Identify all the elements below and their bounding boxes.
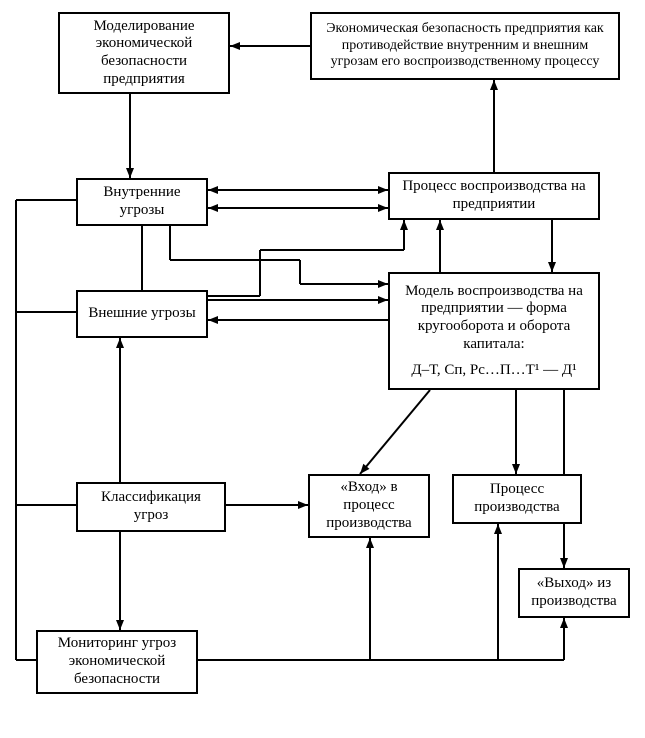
node-label: Процесс производства [460,481,574,516]
node-label: Экономическая безопасность предприятия к… [318,21,612,71]
node-model: Модель воспроизводства на предприятии — … [388,272,600,390]
node-label: Моделирование экономической безопасности… [66,18,222,89]
node-label: «Выход» из производства [526,575,622,610]
node-exit: «Выход» из производства [518,568,630,618]
node-label: Внутренние угрозы [84,184,200,219]
node-classify: Классификация угроз [76,482,226,532]
node-process: Процесс производства [452,474,582,524]
node-reproduce: Процесс воспроизводства на предприятии [388,172,600,220]
node-label: Мониторинг угроз экономической безопасно… [44,635,190,688]
node-entry: «Вход» в процесс производства [308,474,430,538]
node-label: Модель воспроизводства на предприятии — … [396,283,592,379]
diagram-canvas: Моделирование экономической безопасности… [0,0,645,738]
node-monitoring: Мониторинг угроз экономической безопасно… [36,630,198,694]
node-modeling: Моделирование экономической безопасности… [58,12,230,94]
node-label: Классификация угроз [84,489,218,524]
node-label: Внешние угрозы [88,305,195,323]
node-internal: Внутренние угрозы [76,178,208,226]
node-ecosec: Экономическая безопасность предприятия к… [310,12,620,80]
node-label: Процесс воспроизводства на предприятии [396,178,592,213]
node-label: «Вход» в процесс производства [316,479,422,532]
node-external: Внешние угрозы [76,290,208,338]
